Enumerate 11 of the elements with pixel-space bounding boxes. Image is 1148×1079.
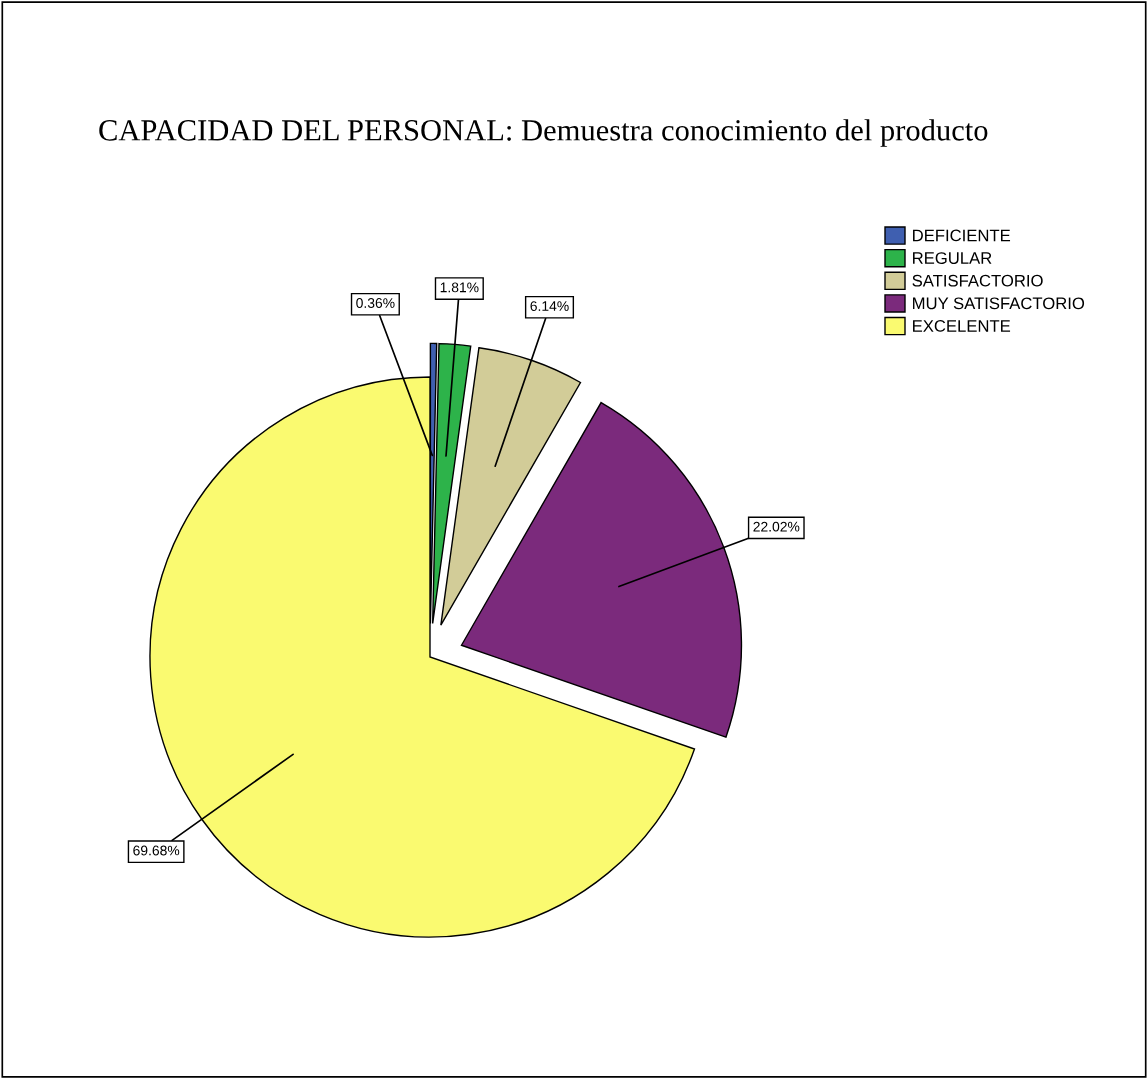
legend-label: MUY SATISFACTORIO (913, 297, 1085, 310)
data-label: 69.68% (133, 845, 180, 856)
legend-label: SATISFACTORIO (912, 274, 1043, 287)
legend-label: DEFICIENTE (913, 229, 1011, 242)
legend-label: EXCELENTE (913, 320, 1011, 332)
chart-title: CAPACIDAD DEL PERSONAL: Demuestra conocimiento del producto (99, 119, 988, 147)
data-label: 6.14% (530, 301, 569, 311)
data-label: 0.36% (356, 298, 395, 308)
data-label: 1.81% (440, 282, 479, 293)
legend-label: REGULAR (913, 252, 992, 264)
data-label: 22.02% (753, 521, 800, 532)
